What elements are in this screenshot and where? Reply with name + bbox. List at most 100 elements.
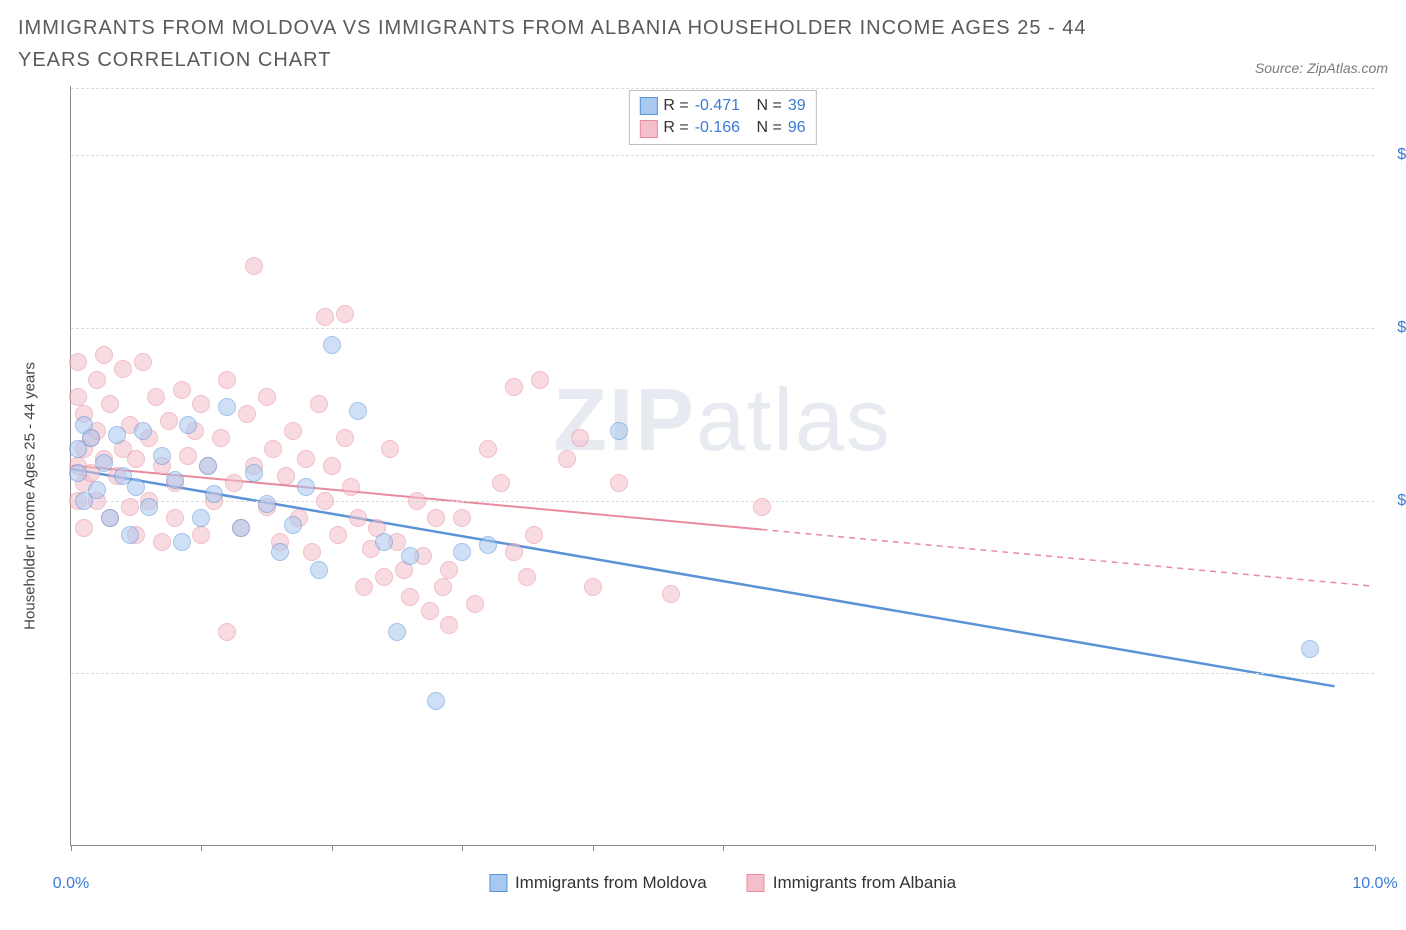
data-point — [466, 595, 484, 613]
data-point — [166, 509, 184, 527]
data-point — [297, 450, 315, 468]
y-tick-label: $50,000 — [1384, 664, 1406, 682]
data-point — [310, 561, 328, 579]
data-point — [173, 533, 191, 551]
stats-row-moldova: R = -0.471 N = 39 — [639, 95, 805, 117]
plot-area: ZIPatlas R = -0.471 N = 39 R = -0.166 N … — [70, 86, 1374, 846]
data-point — [401, 547, 419, 565]
data-point — [329, 526, 347, 544]
chart-container: Householder Income Ages 25 - 44 years ZI… — [38, 86, 1388, 906]
x-tick — [462, 845, 463, 851]
data-point — [88, 371, 106, 389]
data-point — [277, 467, 295, 485]
swatch-moldova — [489, 874, 507, 892]
data-point — [453, 543, 471, 561]
data-point — [408, 492, 426, 510]
data-point — [753, 498, 771, 516]
data-point — [199, 457, 217, 475]
data-point — [584, 578, 602, 596]
data-point — [225, 474, 243, 492]
data-point — [192, 395, 210, 413]
data-point — [310, 395, 328, 413]
data-point — [558, 450, 576, 468]
data-point — [101, 395, 119, 413]
legend-item-moldova: Immigrants from Moldova — [489, 873, 707, 893]
data-point — [108, 426, 126, 444]
data-point — [121, 498, 139, 516]
y-axis-title: Householder Income Ages 25 - 44 years — [22, 362, 39, 630]
legend-item-albania: Immigrants from Albania — [747, 873, 956, 893]
data-point — [75, 519, 93, 537]
data-point — [440, 616, 458, 634]
data-point — [179, 447, 197, 465]
data-point — [95, 346, 113, 364]
data-point — [140, 498, 158, 516]
data-point — [349, 509, 367, 527]
data-point — [525, 526, 543, 544]
data-point — [173, 381, 191, 399]
data-point — [375, 568, 393, 586]
data-point — [134, 353, 152, 371]
data-point — [323, 457, 341, 475]
data-point — [127, 450, 145, 468]
data-point — [69, 464, 87, 482]
data-point — [245, 257, 263, 275]
data-point — [571, 429, 589, 447]
data-point — [284, 516, 302, 534]
data-point — [610, 422, 628, 440]
data-point — [388, 623, 406, 641]
data-point — [82, 429, 100, 447]
stats-row-albania: R = -0.166 N = 96 — [639, 117, 805, 139]
data-point — [284, 422, 302, 440]
data-point — [440, 561, 458, 579]
data-point — [375, 533, 393, 551]
data-point — [610, 474, 628, 492]
x-tick — [593, 845, 594, 851]
data-point — [531, 371, 549, 389]
data-point — [505, 543, 523, 561]
data-point — [518, 568, 536, 586]
header: IMMIGRANTS FROM MOLDOVA VS IMMIGRANTS FR… — [0, 0, 1406, 76]
x-tick — [201, 845, 202, 851]
data-point — [179, 416, 197, 434]
data-point — [218, 623, 236, 641]
data-point — [401, 588, 419, 606]
gridline — [71, 673, 1374, 674]
y-tick-label: $100,000 — [1384, 492, 1406, 510]
data-point — [303, 543, 321, 561]
data-point — [192, 509, 210, 527]
data-point — [232, 519, 250, 537]
data-point — [316, 492, 334, 510]
source-attribution: Source: ZipAtlas.com — [1255, 60, 1388, 76]
data-point — [192, 526, 210, 544]
y-tick-label: $200,000 — [1384, 146, 1406, 164]
data-point — [245, 464, 263, 482]
data-point — [264, 440, 282, 458]
stats-box: R = -0.471 N = 39 R = -0.166 N = 96 — [628, 90, 816, 145]
data-point — [134, 422, 152, 440]
x-tick — [332, 845, 333, 851]
gridline — [71, 328, 1374, 329]
data-point — [427, 509, 445, 527]
data-point — [166, 471, 184, 489]
data-point — [127, 478, 145, 496]
y-tick-label: $150,000 — [1384, 319, 1406, 337]
data-point — [479, 440, 497, 458]
data-point — [421, 602, 439, 620]
data-point — [258, 495, 276, 513]
data-point — [153, 447, 171, 465]
watermark: ZIPatlas — [553, 369, 892, 471]
data-point — [114, 360, 132, 378]
gridline — [71, 155, 1374, 156]
data-point — [505, 378, 523, 396]
legend: Immigrants from Moldova Immigrants from … — [489, 873, 956, 893]
data-point — [160, 412, 178, 430]
swatch-albania — [639, 120, 657, 138]
data-point — [218, 371, 236, 389]
data-point — [297, 478, 315, 496]
data-point — [342, 478, 360, 496]
data-point — [336, 305, 354, 323]
x-tick — [1375, 845, 1376, 851]
data-point — [381, 440, 399, 458]
data-point — [1301, 640, 1319, 658]
